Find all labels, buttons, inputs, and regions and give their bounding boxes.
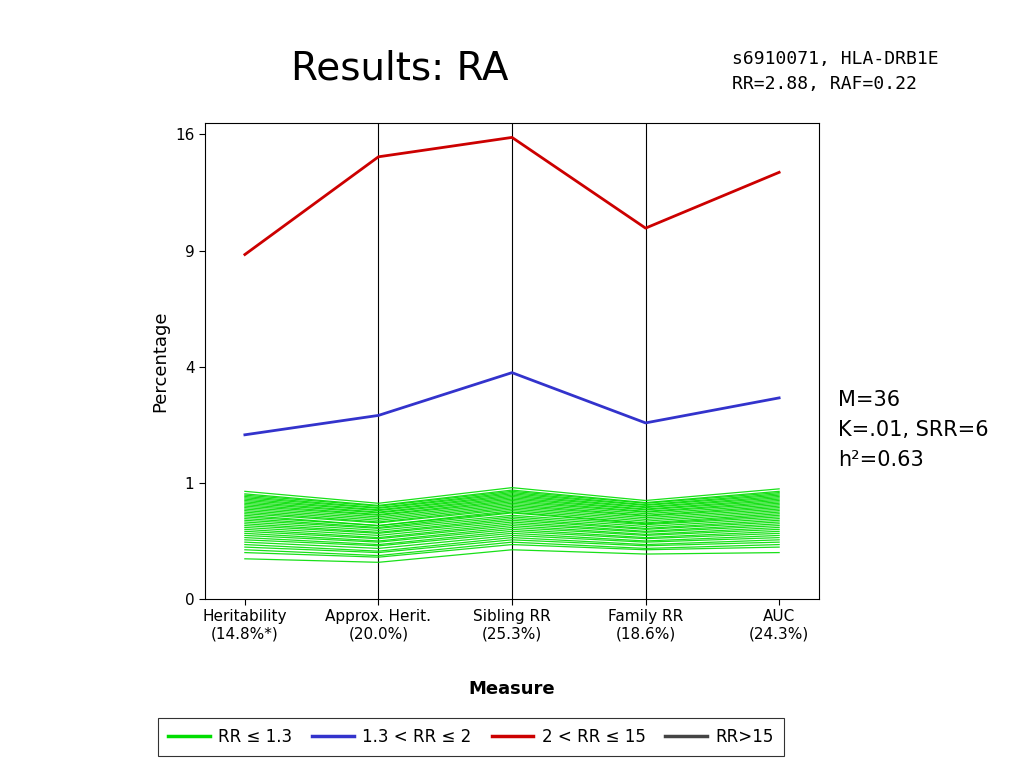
- Text: M=36
K=.01, SRR=6
h²=0.63: M=36 K=.01, SRR=6 h²=0.63: [838, 390, 988, 470]
- Text: Results: RA: Results: RA: [291, 50, 508, 88]
- Y-axis label: Percentage: Percentage: [152, 310, 169, 412]
- Text: s6910071, HLA-DRB1E
RR=2.88, RAF=0.22: s6910071, HLA-DRB1E RR=2.88, RAF=0.22: [732, 50, 939, 93]
- Text: Measure: Measure: [469, 680, 555, 697]
- Legend: RR ≤ 1.3, 1.3 < RR ≤ 2, 2 < RR ≤ 15, RR>15: RR ≤ 1.3, 1.3 < RR ≤ 2, 2 < RR ≤ 15, RR>…: [159, 718, 783, 756]
